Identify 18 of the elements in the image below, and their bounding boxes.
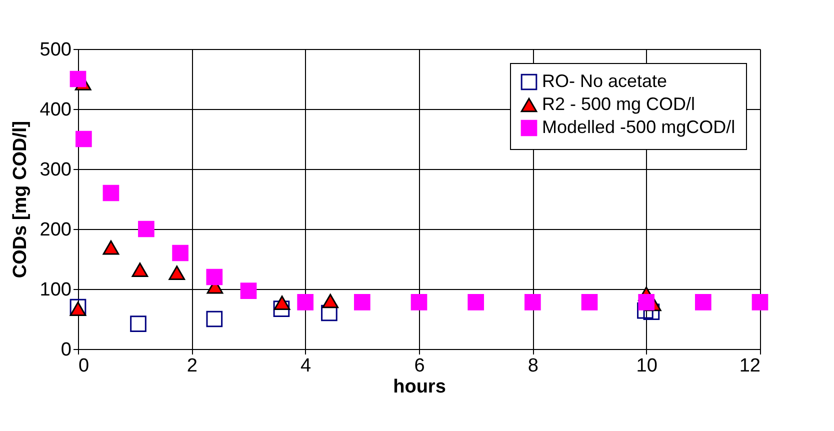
x-tick-label: 0: [78, 356, 90, 376]
x-axis-title: hours: [393, 376, 446, 398]
y-tick-label: 200: [40, 220, 72, 240]
y-axis-title: CODs [mg COD/l]: [10, 120, 31, 278]
legend-label: Modelled -500 mgCOD/l: [542, 117, 736, 137]
x-tick-label: 10: [636, 356, 658, 376]
y-tick-label: 100: [40, 280, 72, 300]
x-tick-label: 8: [528, 356, 538, 376]
y-tick-label: 500: [40, 40, 72, 60]
legend-label: R2 - 500 mg COD/l: [542, 94, 696, 114]
x-tick-label: 2: [186, 356, 198, 376]
x-tick-label: 6: [414, 356, 425, 376]
y-tick-label: 400: [40, 100, 72, 120]
y-tick-label: 300: [40, 160, 72, 180]
legend-label: RO- No acetate: [542, 71, 668, 91]
x-tick-label: 12: [739, 356, 760, 376]
y-tick-label: 0: [60, 340, 72, 360]
x-tick-label: 4: [300, 356, 312, 376]
